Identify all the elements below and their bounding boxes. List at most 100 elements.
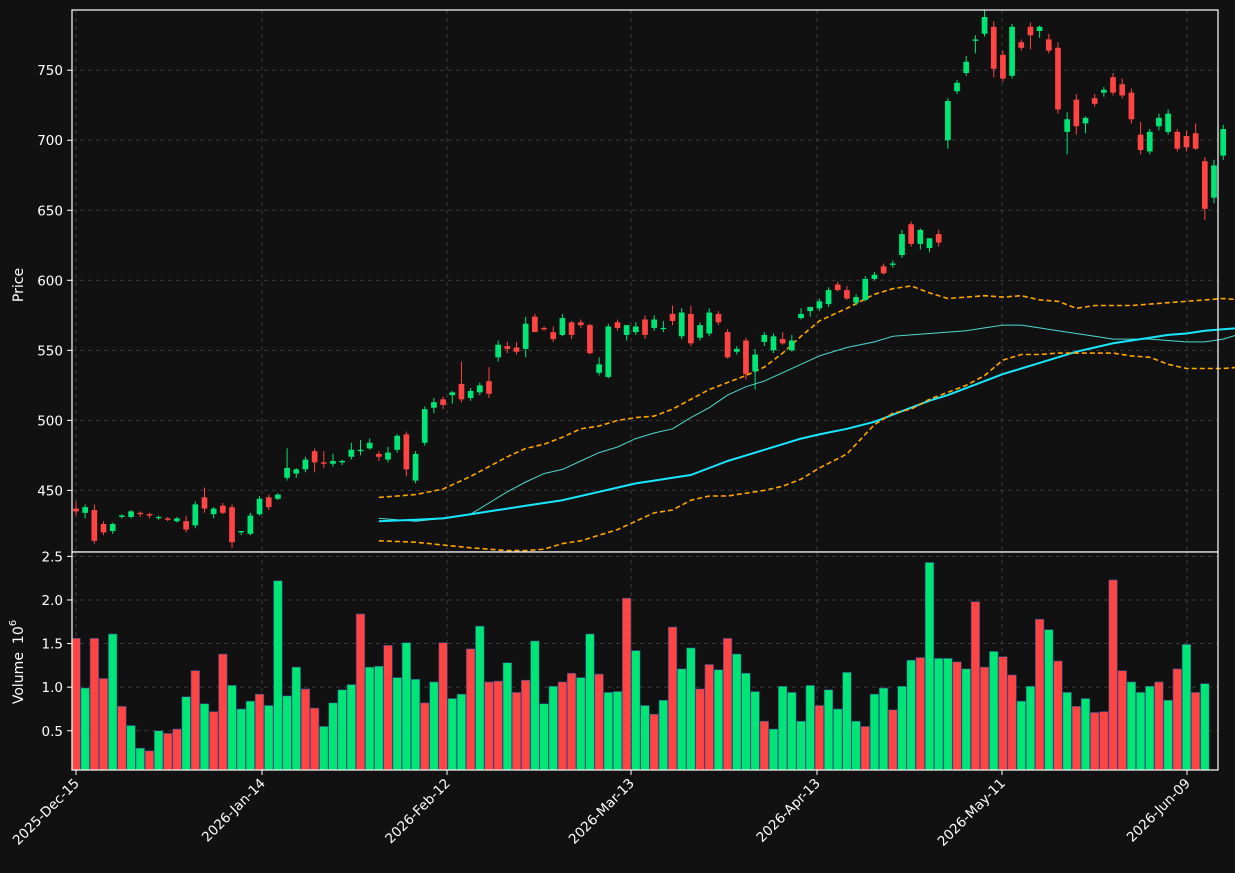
volume-bar (282, 695, 292, 771)
candle-body (82, 507, 89, 513)
volume-bar (833, 708, 843, 771)
volume-bar (89, 638, 99, 771)
volume-bar (787, 692, 797, 771)
price-tick-label: 600 (37, 273, 63, 289)
candle-body (403, 434, 410, 470)
volume-bar (732, 653, 742, 771)
volume-bar (778, 685, 788, 771)
volume-bar (1181, 644, 1192, 771)
candle-body (798, 313, 804, 319)
volume-bar (502, 662, 512, 771)
volume-bar (346, 684, 356, 771)
volume-bar (420, 702, 430, 771)
volume-tick-label: 1.5 (42, 637, 63, 653)
volume-bar (273, 580, 283, 771)
candle-body (770, 336, 777, 351)
candle-body (1128, 92, 1135, 120)
candle-body (642, 319, 648, 335)
candle-body (788, 340, 795, 351)
volume-bar (998, 656, 1008, 771)
volume-bar (1044, 629, 1054, 771)
candle-body (385, 452, 391, 460)
candle-body (697, 325, 703, 338)
candle-body (724, 332, 731, 358)
volume-axis-title-label: Volume (11, 652, 27, 704)
candle-body (137, 512, 144, 515)
volume-bar (869, 693, 880, 771)
volume-bar (236, 708, 246, 771)
volume-bar (172, 728, 182, 771)
candle-body (1220, 129, 1227, 156)
candle-body (1119, 84, 1126, 96)
candle-body (210, 508, 217, 515)
price-tick-label: 500 (37, 413, 63, 429)
volume-bar (181, 696, 191, 771)
volume-bar (924, 562, 935, 771)
candle-body (320, 462, 327, 464)
volume-bar (952, 661, 962, 771)
candle-body (238, 530, 245, 533)
volume-bar (576, 677, 586, 771)
volume-bar (970, 601, 981, 771)
volume-bar (475, 625, 485, 771)
volume-bar (548, 685, 558, 771)
candle-body (219, 505, 226, 513)
candle-body (862, 278, 869, 300)
volume-bar (805, 685, 815, 771)
candle-body (421, 409, 428, 443)
volume-bar (667, 626, 678, 771)
candle-body (201, 497, 208, 509)
volume-bar (704, 664, 714, 771)
candle-body (100, 523, 107, 533)
volume-bar (759, 720, 769, 771)
candle-body (1110, 77, 1116, 93)
volume-bar (1035, 618, 1045, 771)
candle-body (366, 442, 373, 449)
candle-body (623, 325, 630, 335)
candle-body (1174, 131, 1181, 149)
volume-bar (466, 648, 476, 771)
volume-bar (410, 679, 421, 771)
volume-bar (1080, 698, 1091, 771)
candle-body (632, 326, 639, 333)
volume-bar (319, 726, 329, 771)
volume-axis-exponent: 6 (8, 620, 19, 626)
volume-bar (429, 681, 439, 771)
volume-bar (1099, 711, 1109, 771)
candle-body (651, 319, 658, 328)
volume-bar (264, 705, 274, 771)
volume-bar (851, 720, 861, 771)
price-plot-area (72, 10, 1218, 552)
candle-body (715, 313, 722, 323)
volume-bar (594, 673, 604, 771)
volume-bar (355, 613, 366, 771)
candle-body (1073, 99, 1080, 127)
volume-bar (71, 638, 81, 771)
candle-body (688, 313, 694, 344)
candle-body (119, 515, 125, 517)
candle-body (265, 497, 272, 508)
candle-body (1165, 113, 1171, 132)
price-y-ticks: 450 500 550 600 650 700 750 (37, 63, 72, 499)
volume-bar (750, 691, 760, 771)
candle-body (183, 521, 189, 530)
volume-bar (392, 677, 402, 771)
volume-bar (640, 705, 650, 771)
candle-body (669, 313, 676, 321)
candle-body (486, 381, 492, 394)
volume-bar (493, 680, 503, 771)
candle-body (302, 459, 309, 470)
volume-bar (300, 688, 311, 771)
candle-body (73, 508, 79, 512)
candle-body (908, 224, 914, 244)
volume-bar (1007, 674, 1017, 771)
candle-body (174, 518, 180, 522)
volume-bar (1071, 706, 1081, 771)
volume-bar (144, 750, 155, 771)
candle-body (1055, 47, 1061, 110)
candle-body (917, 229, 924, 244)
candle-body (293, 469, 300, 474)
volume-bar (897, 685, 907, 771)
volume-bar (98, 678, 109, 771)
volume-bar (814, 705, 824, 771)
